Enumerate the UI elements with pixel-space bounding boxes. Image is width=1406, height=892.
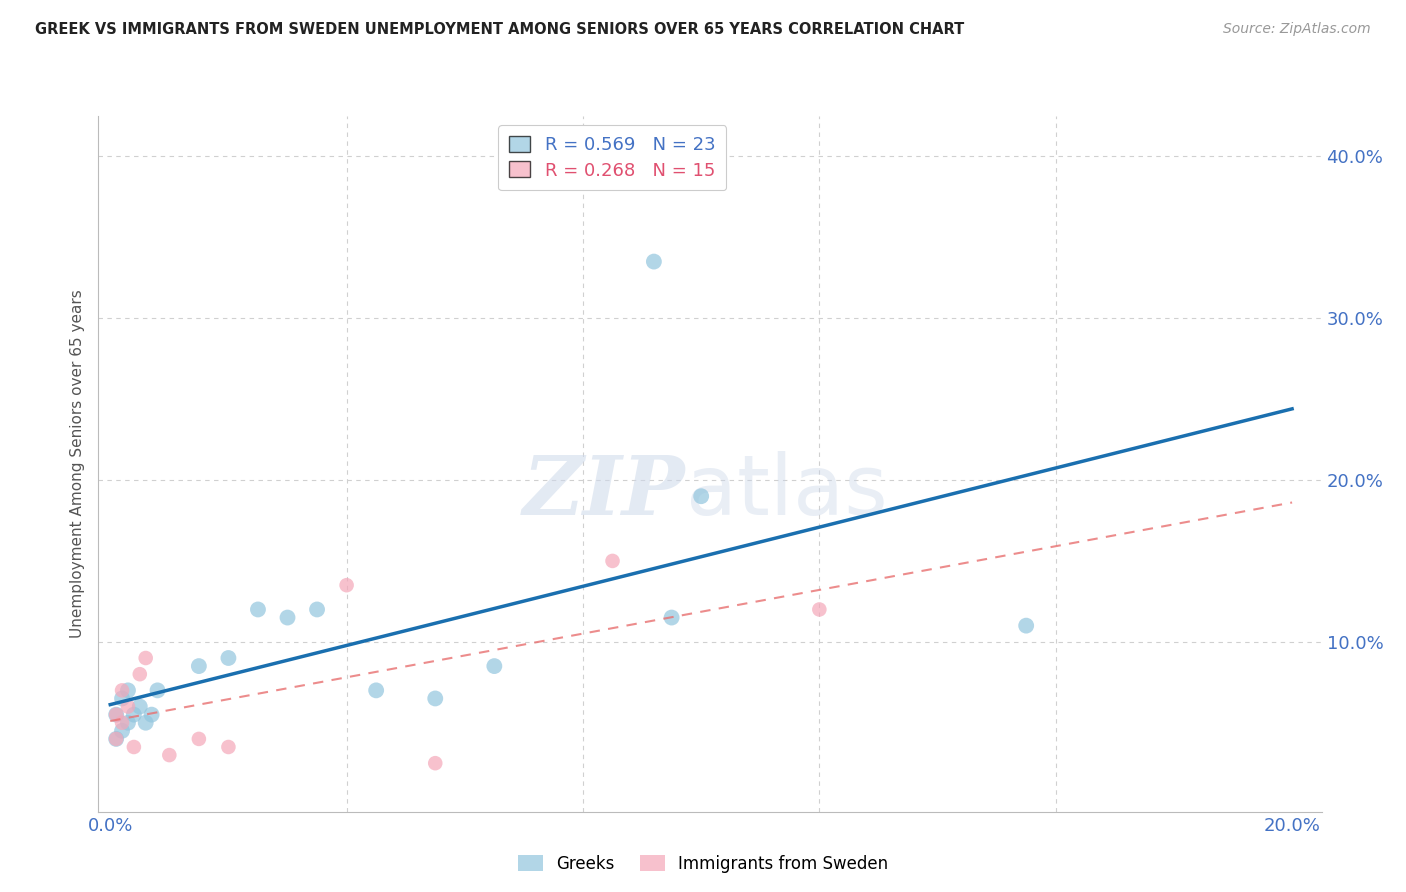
Point	[135, 715, 157, 730]
Point	[187, 659, 209, 673]
Point	[246, 602, 269, 616]
Point	[105, 731, 128, 746]
Legend: Greeks, Immigrants from Sweden: Greeks, Immigrants from Sweden	[512, 848, 894, 880]
Text: ZIP: ZIP	[523, 451, 686, 532]
Point	[111, 683, 134, 698]
Point	[276, 610, 298, 624]
Point	[105, 707, 128, 722]
Y-axis label: Unemployment Among Seniors over 65 years: Unemployment Among Seniors over 65 years	[70, 290, 86, 638]
Point	[217, 739, 239, 754]
Point	[690, 489, 713, 503]
Point	[307, 602, 329, 616]
Text: GREEK VS IMMIGRANTS FROM SWEDEN UNEMPLOYMENT AMONG SENIORS OVER 65 YEARS CORRELA: GREEK VS IMMIGRANTS FROM SWEDEN UNEMPLOY…	[35, 22, 965, 37]
Point	[602, 554, 624, 568]
Point	[117, 715, 139, 730]
Point	[217, 651, 239, 665]
Point	[336, 578, 359, 592]
Point	[661, 610, 683, 624]
Point	[117, 683, 139, 698]
Point	[111, 715, 134, 730]
Point	[128, 667, 150, 681]
Legend: R = 0.569   N = 23, R = 0.268   N = 15: R = 0.569 N = 23, R = 0.268 N = 15	[498, 125, 727, 190]
Point	[484, 659, 506, 673]
Point	[135, 651, 157, 665]
Text: atlas: atlas	[686, 451, 887, 533]
Point	[111, 691, 134, 706]
Point	[366, 683, 388, 698]
Point	[1015, 618, 1038, 632]
Point	[117, 699, 139, 714]
Point	[425, 691, 447, 706]
Point	[643, 254, 665, 268]
Point	[105, 707, 128, 722]
Point	[425, 756, 447, 771]
Text: Source: ZipAtlas.com: Source: ZipAtlas.com	[1223, 22, 1371, 37]
Point	[105, 731, 128, 746]
Point	[146, 683, 169, 698]
Point	[111, 723, 134, 738]
Point	[122, 707, 145, 722]
Point	[122, 739, 145, 754]
Point	[157, 748, 180, 763]
Point	[128, 699, 150, 714]
Point	[808, 602, 831, 616]
Point	[187, 731, 209, 746]
Point	[141, 707, 163, 722]
